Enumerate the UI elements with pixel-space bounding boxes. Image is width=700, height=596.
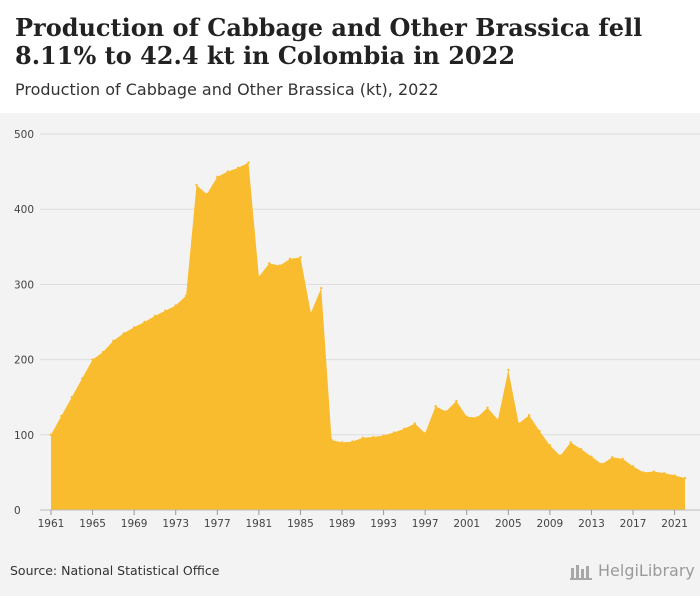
data-point bbox=[257, 275, 261, 279]
data-point bbox=[49, 433, 53, 436]
data-point bbox=[288, 257, 292, 261]
data-point bbox=[517, 422, 520, 425]
y-tick-label: 500 bbox=[14, 129, 34, 141]
data-point bbox=[663, 471, 666, 475]
data-point bbox=[423, 432, 427, 435]
source-note: Source: National Statistical Office bbox=[10, 563, 220, 578]
x-tick-label: 1993 bbox=[370, 518, 397, 530]
data-point bbox=[247, 161, 250, 164]
data-point bbox=[80, 377, 84, 380]
data-point bbox=[164, 309, 167, 312]
data-point bbox=[153, 314, 157, 318]
x-tick-label: 2017 bbox=[620, 518, 647, 530]
data-point bbox=[236, 166, 240, 170]
data-point bbox=[361, 436, 365, 440]
library-icon bbox=[570, 564, 592, 580]
data-point bbox=[413, 422, 416, 425]
data-point bbox=[122, 332, 125, 335]
chart-title: Production of Cabbage and Other Brassica… bbox=[15, 13, 643, 70]
brand-logo: HelgiLibrary bbox=[570, 561, 695, 580]
data-point bbox=[559, 454, 562, 458]
x-tick-label: 1961 bbox=[38, 518, 65, 530]
series-area bbox=[51, 162, 685, 511]
data-point bbox=[268, 262, 271, 265]
data-point bbox=[403, 427, 406, 430]
data-point bbox=[683, 476, 687, 480]
data-point bbox=[538, 429, 541, 433]
data-point bbox=[143, 320, 146, 324]
chart-subtitle: Production of Cabbage and Other Brassica… bbox=[15, 80, 439, 99]
data-point bbox=[330, 438, 333, 442]
y-tick-label: 100 bbox=[14, 430, 34, 442]
x-tick-label: 1977 bbox=[204, 518, 231, 530]
data-point bbox=[132, 326, 136, 329]
data-point bbox=[579, 447, 583, 451]
data-point bbox=[320, 286, 323, 290]
data-point bbox=[278, 264, 281, 267]
data-point bbox=[174, 304, 177, 307]
data-point bbox=[475, 416, 479, 419]
data-point bbox=[382, 434, 385, 437]
data-point bbox=[486, 406, 489, 409]
data-point bbox=[507, 368, 510, 372]
x-tick-label: 1989 bbox=[329, 518, 356, 530]
data-point bbox=[309, 311, 313, 315]
data-point bbox=[205, 192, 209, 196]
x-tick-label: 1965 bbox=[79, 518, 106, 530]
data-point bbox=[70, 396, 73, 399]
x-tick-label: 1969 bbox=[121, 518, 148, 530]
y-tick-label: 300 bbox=[14, 279, 34, 291]
data-point bbox=[652, 470, 656, 473]
data-point bbox=[216, 175, 219, 179]
x-tick-label: 2001 bbox=[453, 518, 480, 530]
data-point bbox=[184, 294, 188, 297]
x-tick-label: 2013 bbox=[578, 518, 605, 530]
data-point bbox=[673, 474, 676, 477]
data-point bbox=[91, 358, 94, 361]
y-tick-label: 200 bbox=[14, 355, 34, 367]
data-point bbox=[465, 415, 468, 418]
data-point bbox=[195, 183, 198, 187]
data-point bbox=[226, 170, 229, 173]
data-point bbox=[351, 440, 354, 443]
data-point bbox=[590, 455, 593, 458]
data-point bbox=[112, 339, 115, 342]
data-point bbox=[548, 444, 552, 447]
chart-header: Production of Cabbage and Other Brassica… bbox=[0, 0, 700, 112]
data-point bbox=[611, 456, 614, 459]
y-tick-label: 0 bbox=[14, 505, 21, 517]
data-point bbox=[569, 441, 572, 444]
data-point bbox=[371, 435, 375, 439]
data-point bbox=[434, 405, 437, 408]
data-point bbox=[444, 410, 448, 413]
x-tick-label: 1985 bbox=[287, 518, 314, 530]
data-point bbox=[621, 457, 624, 461]
x-tick-label: 2009 bbox=[537, 518, 564, 530]
x-tick-label: 2021 bbox=[661, 518, 688, 530]
data-point bbox=[527, 414, 531, 417]
brand-name: HelgiLibrary bbox=[598, 561, 695, 580]
data-point bbox=[496, 418, 500, 421]
x-tick-label: 2005 bbox=[495, 518, 522, 530]
x-tick-label: 1997 bbox=[412, 518, 439, 530]
x-tick-label: 1981 bbox=[246, 518, 273, 530]
data-point bbox=[392, 431, 396, 434]
data-point bbox=[600, 462, 604, 466]
x-tick-label: 1973 bbox=[162, 518, 189, 530]
data-point bbox=[299, 256, 302, 259]
data-point bbox=[642, 471, 645, 474]
data-point bbox=[631, 465, 635, 468]
data-point bbox=[340, 441, 344, 444]
data-point bbox=[455, 399, 458, 403]
y-tick-label: 400 bbox=[14, 204, 34, 216]
data-point bbox=[60, 414, 63, 418]
data-point bbox=[101, 350, 105, 354]
